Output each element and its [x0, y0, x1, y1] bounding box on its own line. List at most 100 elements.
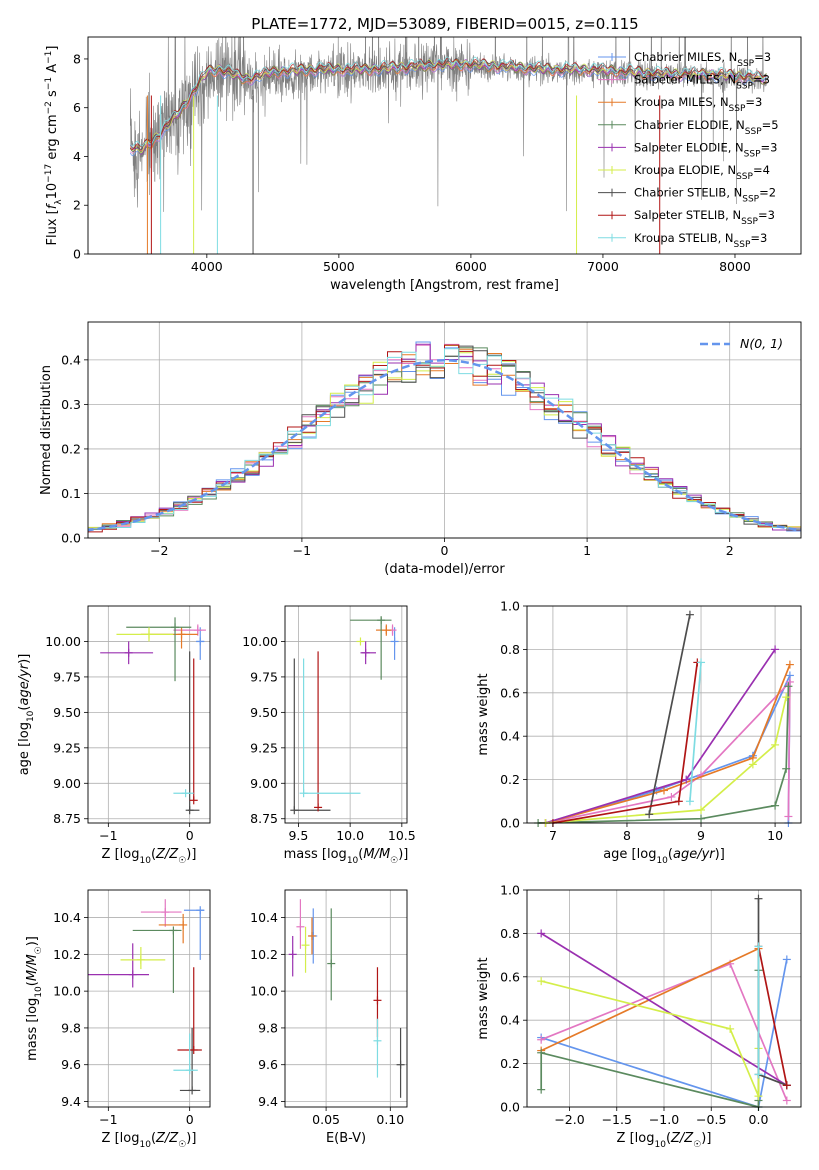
- y-tick-label: 9.00: [250, 776, 278, 791]
- x-tick-label: 0.05: [312, 1112, 340, 1127]
- y-tick-label: 0.2: [500, 772, 520, 787]
- label-part: =5: [762, 118, 779, 132]
- label-part: f: [45, 202, 60, 209]
- mass-weight-line-7: [757, 946, 788, 1086]
- y-tick-label: 0.2: [500, 1056, 520, 1071]
- x-tick-label: −2.0: [554, 1112, 584, 1127]
- y-tick-label: 0: [73, 247, 81, 262]
- mass-weight-line-2: [545, 664, 791, 824]
- label-part: Z/Z: [670, 1131, 694, 1146]
- mass_weight_vs_Z-plot: [537, 894, 791, 1111]
- label-part: ☉: [178, 1140, 186, 1150]
- mass-weight-line-6: [648, 614, 691, 815]
- x-tick-label: 9: [697, 828, 705, 843]
- x-tick-label: 4000: [191, 259, 223, 274]
- age_vs_mass-plot: [290, 616, 399, 815]
- xlabel-mass: mass [log10(M/M☉)]: [284, 847, 409, 866]
- x-tick-label: −2: [150, 543, 168, 558]
- label-part: (: [151, 1131, 156, 1146]
- label-part: age/yr: [17, 662, 32, 705]
- x-tick-label: −1.5: [602, 1112, 632, 1127]
- label-part: ☉: [693, 1140, 701, 1150]
- normal-legend-label: N(0, 1): [740, 336, 783, 351]
- label-part: M/M: [25, 954, 40, 981]
- spectrum-model-line-8: [130, 56, 767, 147]
- y-tick-label: 1.0: [500, 883, 520, 898]
- label-part: =3: [758, 208, 775, 222]
- label-part: Chabrier STELIB, N: [634, 186, 742, 200]
- mass_vs_Z-frame: [87, 889, 211, 1108]
- label-part: 10: [347, 856, 359, 866]
- x-tick-label: 7: [549, 828, 557, 843]
- label-part: ]: [45, 46, 60, 51]
- label-part: Kroupa ELODIE, N: [634, 163, 736, 177]
- spectrum-model-line-6: [129, 58, 767, 152]
- xlabel-Z: Z [log10(Z/Z☉)]: [617, 1131, 712, 1150]
- x-tick-label: 0.10: [376, 1112, 404, 1127]
- y-tick-label: 10.4: [53, 910, 81, 925]
- legend-label-5: Kroupa ELODIE, NSSP=4: [634, 163, 770, 182]
- label-part: =3: [761, 140, 778, 154]
- label-part: SSP: [736, 82, 753, 92]
- label-part: mass [log: [284, 847, 347, 862]
- mass-weight-line-8: [689, 662, 702, 802]
- mass_weight_vs_Z-axes: −2.0 −1.5 −1.0 −0.5 0.0 0.0 0.2 0.4 0.6 0.8 1.0 Z […: [476, 883, 802, 1150]
- spectrum-ylabel: Flux [fλ10−17 erg cm−2 s−1 A−1]: [44, 46, 64, 246]
- mass_weight_vs_age-frame: [526, 605, 802, 824]
- label-part: 10: [26, 710, 36, 722]
- label-part: (: [668, 847, 673, 862]
- x-tick-label: 0.0: [749, 1112, 769, 1127]
- label-part: age/yr: [673, 847, 716, 862]
- label-part: SSP: [729, 104, 746, 114]
- mass_vs_ebv-xlabel: E(B-V): [326, 1131, 366, 1146]
- x-tick-label: −0.5: [696, 1112, 726, 1127]
- y-tick-label: 10.00: [45, 634, 81, 649]
- y-tick-label: 0.1: [61, 486, 81, 501]
- xlabel-Z: Z [log10(Z/Z☉)]: [102, 1131, 197, 1150]
- legend-label-0: Chabrier MILES, NSSP=3: [634, 50, 771, 69]
- label-part: Chabrier ELODIE, N: [634, 118, 745, 132]
- y-tick-label: 4: [73, 149, 81, 164]
- mass_vs_ebv-plot: [288, 899, 405, 1098]
- y-tick-label: 0.2: [61, 441, 81, 456]
- x-tick-label: 0: [186, 828, 194, 843]
- y-tick-label: 9.8: [61, 1020, 81, 1035]
- age_vs_mass-axes: 9.5 10.0 10.5 8.75 9.00 9.25 9.50 9.75 10.00 mass…: [242, 605, 416, 866]
- label-part: age [log: [603, 847, 656, 862]
- label-part: SSP: [734, 240, 751, 250]
- age_vs_Z-plot: [100, 617, 206, 815]
- mass_vs_ebv-axes: 0.05 0.10 9.4 9.6 9.8 10.0 10.2 10.4 E(B-V): [250, 889, 408, 1146]
- label-part: Z/Z: [155, 1131, 179, 1146]
- x-tick-label: 8: [623, 828, 631, 843]
- label-part: −1: [44, 77, 54, 90]
- label-part: ☉: [34, 946, 44, 954]
- x-tick-label: 10: [767, 828, 783, 843]
- label-part: Kroupa STELIB, N: [634, 231, 734, 245]
- y-tick-label: 0.0: [61, 531, 81, 546]
- label-part: 10: [45, 183, 60, 200]
- label-part: −1: [44, 51, 54, 64]
- label-part: =3: [750, 231, 767, 245]
- label-part: Z [log: [102, 1131, 140, 1146]
- mass_weight_vs_Z-ylabel: mass weight: [476, 957, 491, 1039]
- label-part: )]: [186, 1131, 196, 1146]
- label-part: (: [25, 981, 40, 986]
- y-tick-label: 10.4: [250, 910, 278, 925]
- y-tick-label: 2: [73, 198, 81, 213]
- residuals-frame: [87, 321, 802, 539]
- y-tick-label: 9.50: [53, 705, 81, 720]
- label-part: Kroupa MILES, N: [634, 95, 729, 109]
- x-tick-label: 8000: [719, 259, 751, 274]
- label-part: (: [17, 706, 32, 711]
- x-tick-label: 6000: [455, 259, 487, 274]
- label-part: =3: [745, 95, 762, 109]
- y-tick-label: 1.0: [500, 599, 520, 614]
- legend-label-2: Kroupa MILES, NSSP=3: [634, 95, 762, 114]
- mass_vs_Z-plot: [88, 899, 205, 1095]
- residuals-ylabel: Normed distribution: [39, 365, 54, 495]
- y-tick-label: 0.4: [61, 352, 81, 367]
- y-tick-label: 0.0: [500, 816, 520, 831]
- x-tick-label: 10.5: [388, 828, 416, 843]
- y-tick-label: 8.75: [53, 811, 81, 826]
